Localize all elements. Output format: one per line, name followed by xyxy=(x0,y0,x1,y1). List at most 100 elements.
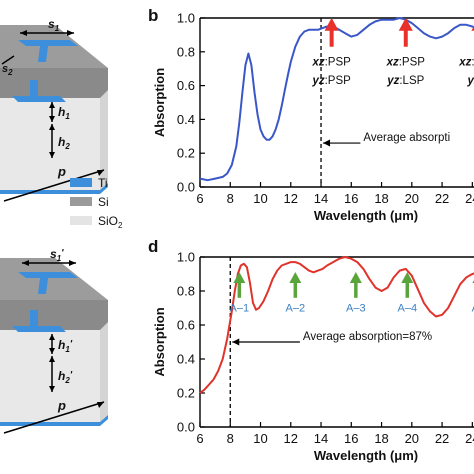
top-p-arrow xyxy=(3,169,105,202)
top-p-label: p xyxy=(57,164,66,179)
top-ti-bar-2 xyxy=(12,96,66,102)
top-ti-stem-2 xyxy=(30,80,38,96)
bottom-si-front-face xyxy=(0,300,108,330)
chart-b: b 0.0 0.2 0.4 0.6 0.8 1.0 6 8 10 12 14 16 18 20 22 24 Wa… xyxy=(148,6,474,223)
x-tick-label: 14 xyxy=(314,431,328,446)
mode-type: :PSP xyxy=(325,56,352,68)
x-tick-label: 20 xyxy=(405,191,419,206)
mode-arrow-head xyxy=(324,17,339,31)
legend-label-ti: Ti xyxy=(98,176,108,190)
top-s1-label: s1 xyxy=(48,17,60,33)
y-axis-title: Absorption xyxy=(152,307,167,376)
top-s1-arrowhead-r xyxy=(67,30,74,36)
x-tick-label: 14 xyxy=(314,191,328,206)
x-tick-label: 12 xyxy=(284,431,298,446)
mode-plane: xz xyxy=(311,56,324,68)
y-axis-title: Absorption xyxy=(152,68,167,137)
bottom-sio2-layer xyxy=(0,330,100,422)
mode-plane: xz xyxy=(458,56,471,68)
x-tick-label: 16 xyxy=(344,191,358,206)
x-tick-label: 22 xyxy=(435,431,449,446)
bottom-h2-arrowhead-b xyxy=(49,386,55,392)
mode-annotation-line2: yz:LSP xyxy=(386,75,424,87)
mode-arrow-head xyxy=(471,25,474,31)
peak-label: A–1 xyxy=(230,302,250,314)
bottom-ti-stem-2 xyxy=(30,310,38,326)
x-tick-label: 24 xyxy=(465,431,474,446)
y-tick-label: 0.2 xyxy=(177,386,195,401)
y-tick-label: 0.6 xyxy=(177,78,195,93)
peak-label: A–4 xyxy=(397,302,417,314)
bottom-p-label: p xyxy=(57,398,66,413)
top-sio2-layer xyxy=(0,98,100,190)
y-tick-label: 1.0 xyxy=(177,250,195,265)
plot-area-d: 0.0 0.2 0.4 0.6 0.8 1.0 6 8 10 12 14 16 18 20 22 24 Wave… xyxy=(152,250,474,463)
peak-arrow-head xyxy=(349,272,362,283)
bottom-ti-bottom xyxy=(0,415,108,426)
top-h1-arrowhead-b xyxy=(49,116,55,122)
absorption-line xyxy=(199,256,474,394)
bottom-s1-arrowhead-l xyxy=(22,260,29,266)
mode-type: :LSP xyxy=(399,75,424,87)
peak-arrow-head xyxy=(401,272,414,283)
x-tick-label: 12 xyxy=(284,191,298,206)
bottom-h1-label: h1' xyxy=(58,338,73,354)
bottom-s1-label: s1' xyxy=(50,247,64,263)
top-h1-label: h1 xyxy=(58,105,70,121)
top-structure-diagram: s1 s2 h1 h2 p xyxy=(0,17,108,202)
top-si-front-face xyxy=(0,68,108,98)
legend-swatch-ti xyxy=(70,178,92,187)
bottom-ti-bar-2 xyxy=(12,326,66,332)
top-sio2-side xyxy=(100,90,108,190)
y-tick-label: 0.0 xyxy=(177,180,195,195)
mode-plane: xz xyxy=(386,56,399,68)
x-tick-label: 8 xyxy=(227,191,234,206)
mode-type: :PSP xyxy=(399,56,426,68)
x-tick-label: 22 xyxy=(435,191,449,206)
bottom-h1-arrowhead-b xyxy=(49,348,55,354)
mode-annotation-line1: xz:PSP xyxy=(386,56,426,68)
bottom-sio2-side xyxy=(100,322,108,422)
top-p-arrowhead xyxy=(97,170,104,176)
x-tick-label: 24 xyxy=(465,191,474,206)
x-tick-label: 8 xyxy=(227,431,234,446)
peak-arrow-head xyxy=(233,272,246,283)
x-tick-label: 18 xyxy=(374,431,388,446)
bottom-s1-arrowhead-r xyxy=(69,260,76,266)
top-h2-arrowhead-t xyxy=(49,124,55,130)
x-axis-title: Wavelength (μm) xyxy=(314,208,418,223)
bottom-structure-diagram: s1' h1' h2' p xyxy=(0,247,108,434)
legend-swatch-sio2 xyxy=(70,216,92,225)
mode-plane: yz xyxy=(311,75,324,87)
top-s1-arrowhead-l xyxy=(20,30,27,36)
x-axis-title: Wavelength (μm) xyxy=(314,448,418,463)
bottom-ti-stem-1 xyxy=(38,278,48,294)
x-tick-label: 20 xyxy=(405,431,419,446)
mode-annotation-line1: xz:PSP xyxy=(311,56,351,68)
x-tick-label: 18 xyxy=(374,191,388,206)
bottom-si-top-face xyxy=(0,258,108,300)
legend-swatch-si xyxy=(70,197,92,206)
mode-type: :PSP xyxy=(471,56,474,68)
peak-label: A– xyxy=(472,302,474,314)
y-tick-label: 1.0 xyxy=(177,11,195,26)
range-arrowhead xyxy=(323,139,331,147)
range-label-bg xyxy=(299,330,474,343)
mode-plane: yz xyxy=(467,75,474,87)
top-ti-bar-1 xyxy=(18,40,78,46)
y-tick-label: 0.4 xyxy=(177,352,195,367)
x-tick-label: 10 xyxy=(253,431,267,446)
top-s2-arrow xyxy=(1,55,15,65)
y-tick-label: 0.6 xyxy=(177,318,195,333)
legend-label-sio2: SiO2 xyxy=(98,214,123,230)
x-tick-label: 10 xyxy=(253,191,267,206)
range-label-bg xyxy=(360,131,474,145)
mode-arrow-head xyxy=(398,17,413,31)
top-h2-arrowhead-b xyxy=(49,152,55,158)
top-ti-bottom xyxy=(0,183,108,194)
mode-plane: yz xyxy=(386,75,399,87)
peak-label: A–2 xyxy=(286,302,306,314)
mode-annotation-line2: yz:L xyxy=(467,75,474,87)
panel-letter-d: d xyxy=(148,237,158,256)
top-h2-label: h2 xyxy=(58,135,70,151)
